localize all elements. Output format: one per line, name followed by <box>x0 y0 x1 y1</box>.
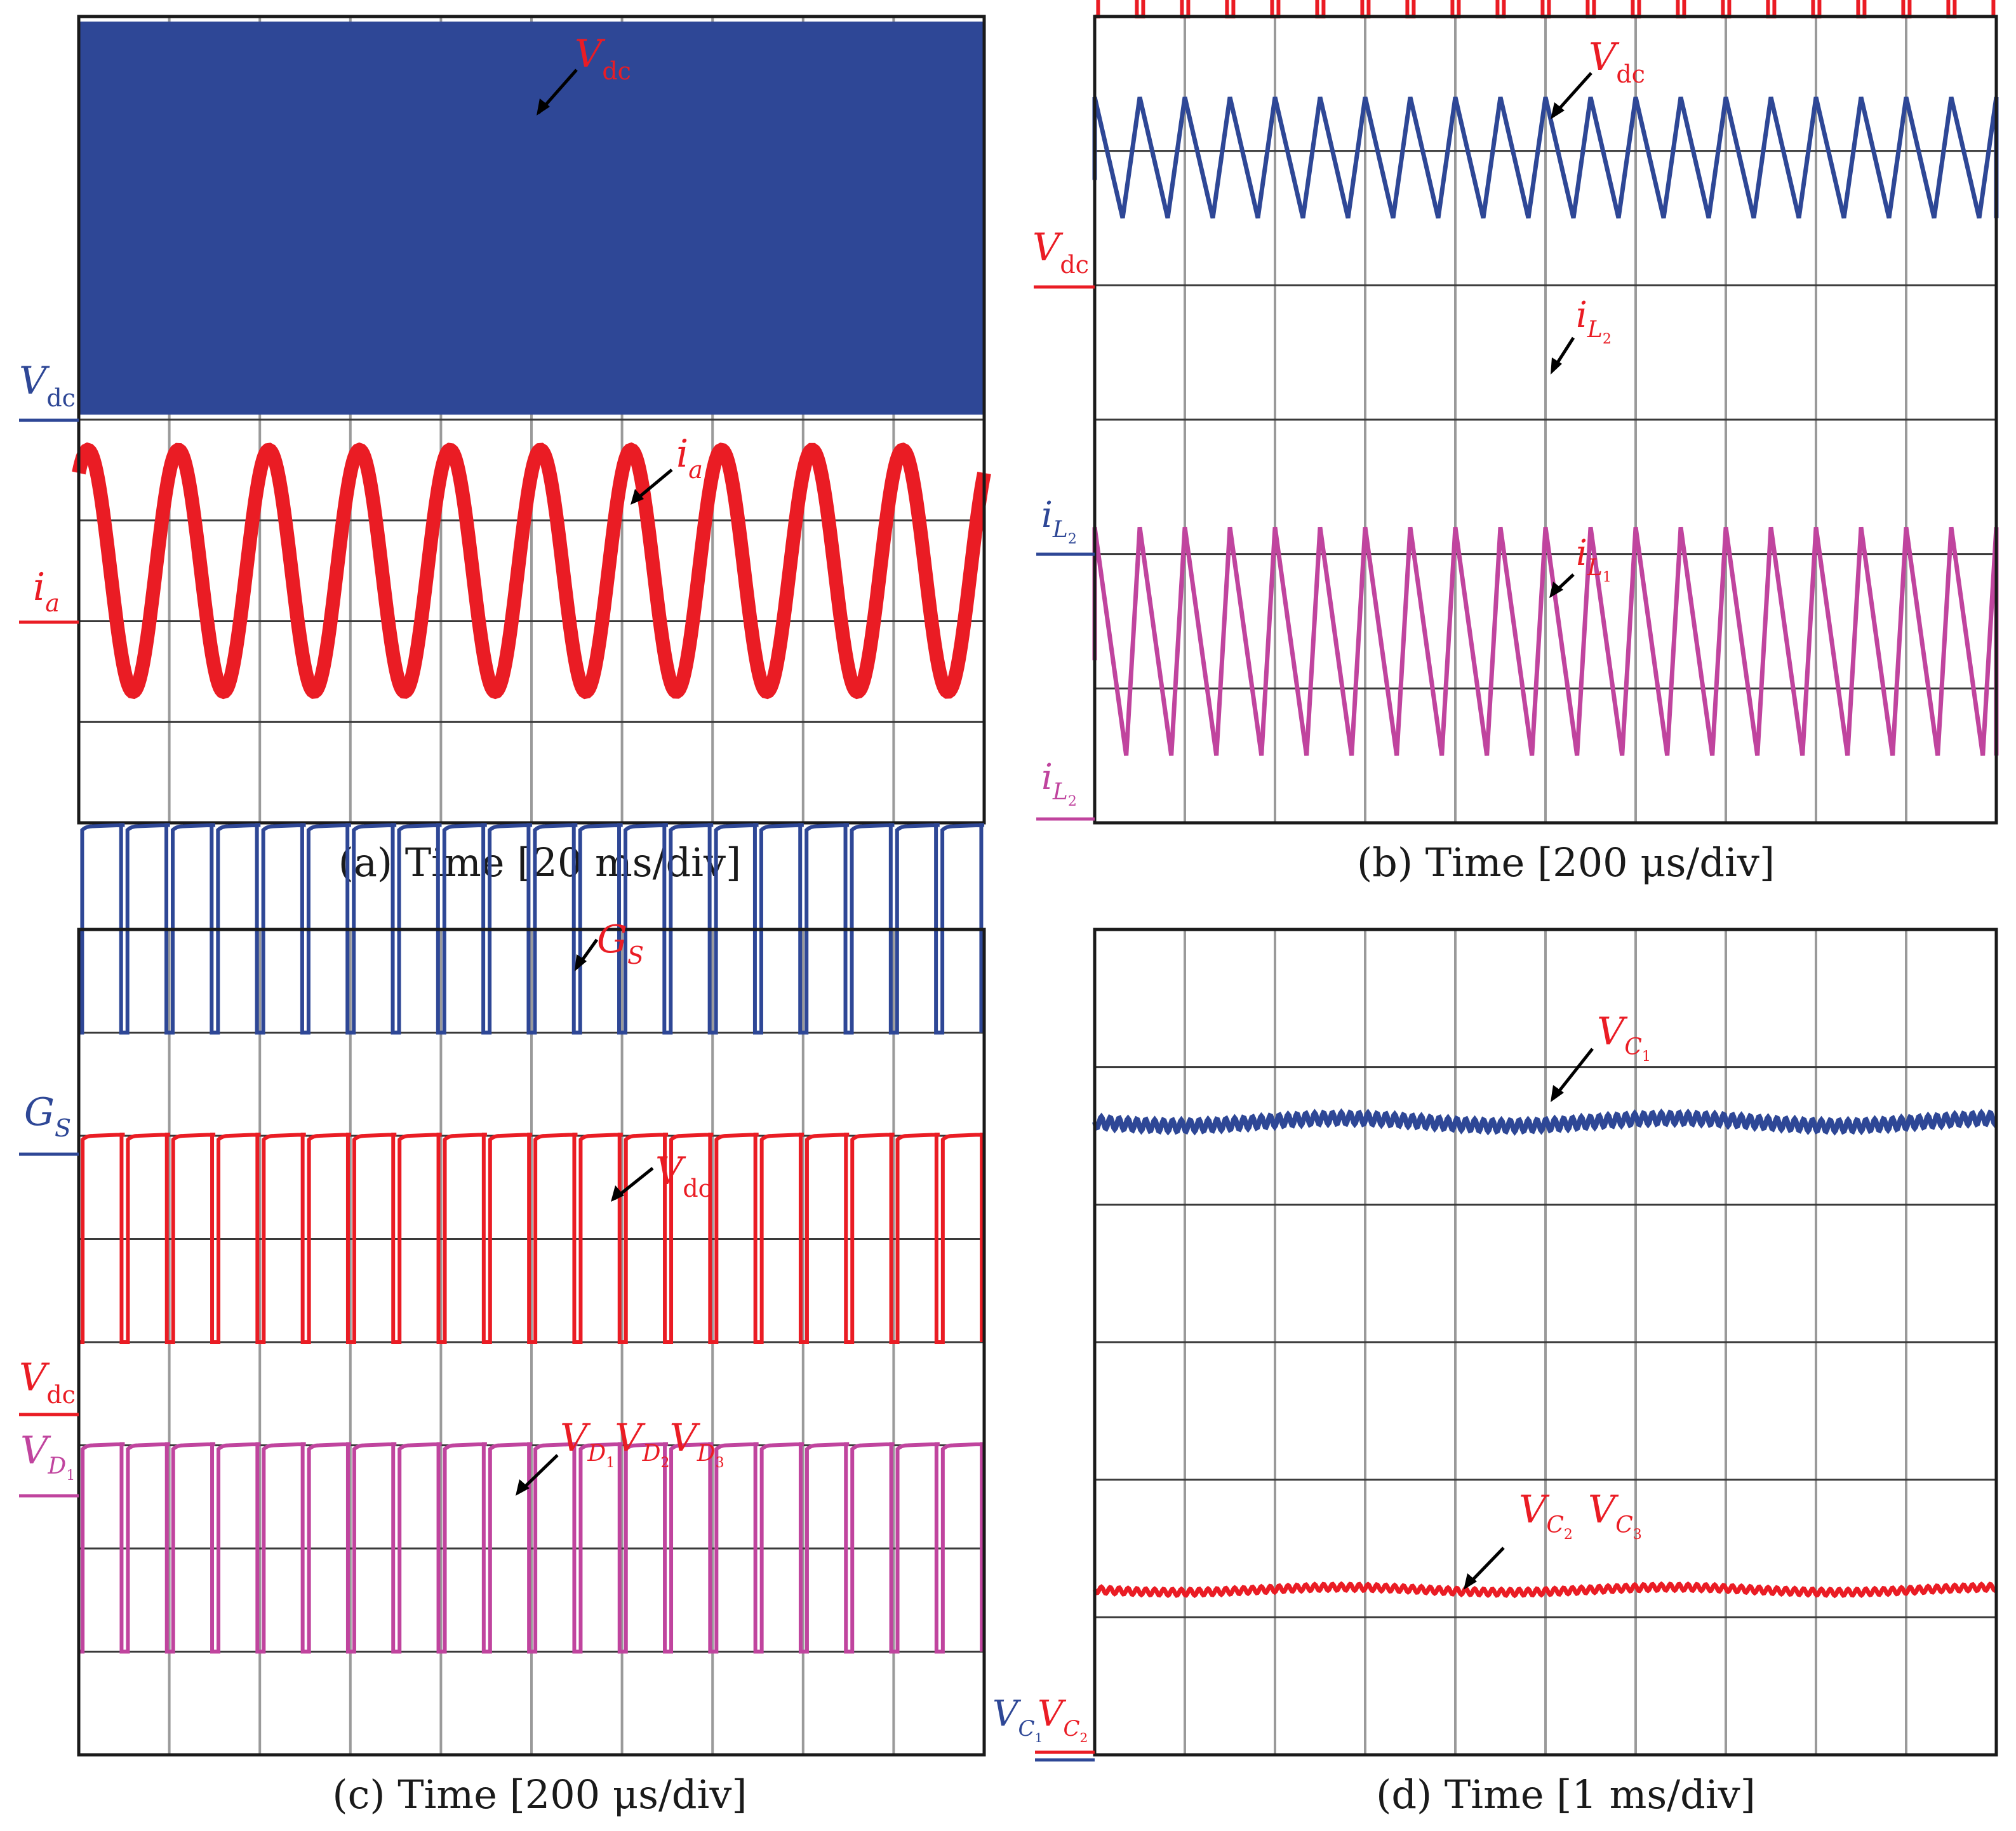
arrowhead-icon <box>1464 1573 1477 1590</box>
annotation-label: Vdc <box>575 32 631 85</box>
panel-c-channel-vdc: Vdc <box>19 1355 79 1416</box>
panel-a-vdc-annotation: Vdc <box>537 32 631 116</box>
panel-b-il1-annotation: iL1 <box>1549 533 1612 598</box>
annotation-label: iL2 <box>1576 295 1612 347</box>
panel-d-vc2-annotation: VC2VC3 <box>1464 1488 1642 1590</box>
panel-a-vdc-trace <box>79 21 984 415</box>
channel-label: iL2 <box>1041 495 1077 547</box>
arrowhead-icon <box>537 98 550 116</box>
panel-c-caption: (c) Time [200 μs/div] <box>332 1771 747 1818</box>
panel-c-channel-vd1: VD1 <box>19 1428 79 1498</box>
arrowhead-icon <box>516 1479 530 1496</box>
panel-c-frame <box>77 928 986 1757</box>
panel-c-vd1-trace <box>79 1442 985 1654</box>
arrowhead-icon <box>631 489 644 505</box>
panel-c-vdc-trace <box>79 1133 985 1344</box>
panel-b-channel-vdc: Vdc <box>1032 225 1095 289</box>
arrowhead-icon <box>1551 357 1562 375</box>
arrowhead-icon <box>575 954 587 971</box>
panel-c-vdc-annotation: Vdc <box>611 1149 712 1202</box>
panel-b-channel-il2: iL2 <box>1036 495 1095 556</box>
panel-b-caption: (b) Time [200 μs/div] <box>1357 839 1775 886</box>
channel-label: Vdc <box>1032 225 1089 279</box>
arrowhead-icon <box>1549 582 1563 598</box>
panel-c-gs-trace <box>79 823 985 1035</box>
panel-a-caption: (a) Time [20 ms/div] <box>338 839 741 886</box>
annotation-label: iL1 <box>1576 533 1612 585</box>
channel-label: Vdc <box>19 1355 76 1409</box>
panel-d-vc2-trace <box>1092 1581 1998 1599</box>
panel-c-gs-annotation: GS <box>575 917 644 971</box>
annotation-label: Vdc <box>655 1149 712 1202</box>
annotation-label: VD1VD2VD3 <box>560 1416 724 1471</box>
annotation-label: VC1 <box>1597 1009 1651 1065</box>
annotation-label: ia <box>676 432 703 484</box>
panel-b: Vdc iL2 iL1 Vdc iL2 iL2 (b) Time [200 μs… <box>1032 0 1999 886</box>
arrowhead-icon <box>611 1185 624 1202</box>
panel-d-frame <box>1093 928 1998 1757</box>
channel-label: iL2 <box>1041 757 1077 809</box>
channel-label: VD1 <box>20 1428 75 1484</box>
panel-b-frame <box>1093 15 1998 825</box>
panel-a-ia-trace <box>72 442 991 700</box>
panel-d-caption: (d) Time [1 ms/div] <box>1376 1771 1756 1818</box>
panel-b-il1-trace <box>1092 526 1999 756</box>
arrowhead-icon <box>1551 102 1565 119</box>
panel-a-channel-vdc: Vdc <box>19 359 79 422</box>
panel-b-vdc-annotation: Vdc <box>1551 35 1645 119</box>
panel-d: VC1 VC2VC3 VC1 VC2 (d) Time [1 ms/div] <box>992 928 1998 1818</box>
annotation-label: VC2VC3 <box>1519 1488 1642 1543</box>
panel-a-ia-annotation: ia <box>631 432 703 505</box>
panel-b-il2-annotation: iL2 <box>1551 295 1612 375</box>
panel-d-grid <box>1095 929 1996 1755</box>
annotation-label: GS <box>597 917 644 969</box>
channel-label-vc2: VC2 <box>1038 1693 1088 1745</box>
arrow-icon <box>1553 1048 1594 1098</box>
panel-c: GS Vdc VD1VD2VD3 GS Vdc VD1 (c) Time [20… <box>19 823 986 1818</box>
panel-c-vd-annotation: VD1VD2VD3 <box>516 1416 724 1496</box>
channel-label: GS <box>24 1090 71 1142</box>
panel-c-channel-gs: GS <box>19 1090 79 1156</box>
channel-label: ia <box>33 565 60 617</box>
arrowhead-icon <box>1551 1085 1564 1102</box>
panel-a: Vdc ia Vdc ia (a) Time [20 ms/div] <box>19 15 991 886</box>
panel-b-channel-il1: iL2 <box>1036 757 1095 821</box>
panel-d-vc1-annotation: VC1 <box>1551 1009 1651 1102</box>
panel-b-vdc-trace <box>1095 0 1996 18</box>
annotation-label: Vdc <box>1589 35 1645 88</box>
panel-d-vc1-trace <box>1092 1108 1998 1136</box>
panel-b-il2-trace <box>1092 97 1999 219</box>
panel-a-channel-ia: ia <box>19 565 79 624</box>
panel-d-channel-labels: VC1 VC2 <box>992 1693 1095 1762</box>
channel-label: Vdc <box>19 359 76 412</box>
panel-b-grid <box>1095 17 1996 823</box>
channel-label-vc1: VC1 <box>992 1693 1043 1745</box>
